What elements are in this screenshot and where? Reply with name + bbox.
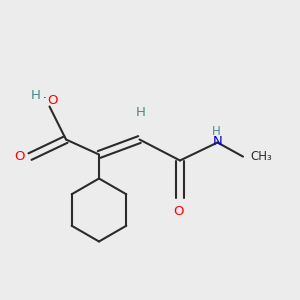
Text: ·: · xyxy=(43,92,46,105)
Text: H: H xyxy=(212,125,221,138)
Text: O: O xyxy=(47,94,58,107)
Text: O: O xyxy=(14,149,25,163)
Text: H: H xyxy=(136,106,145,119)
Text: H: H xyxy=(31,89,41,103)
Text: CH₃: CH₃ xyxy=(250,149,272,163)
Text: O: O xyxy=(173,205,184,218)
Text: N: N xyxy=(213,135,223,148)
